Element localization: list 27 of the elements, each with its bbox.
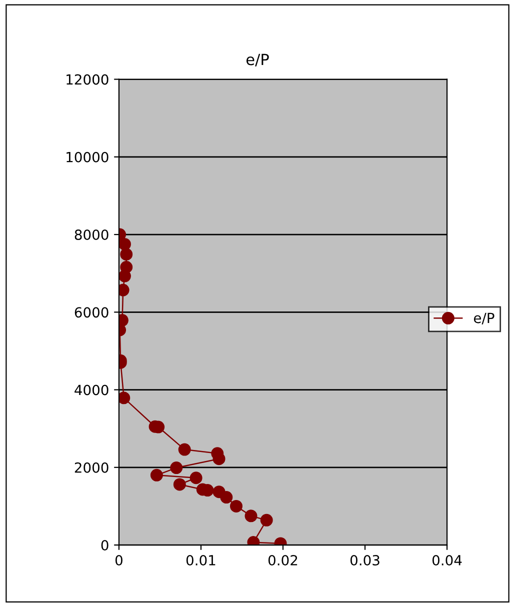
point <box>173 478 186 491</box>
y-tick-label: 10000 <box>66 152 108 162</box>
y-tick-label: 0 <box>101 540 108 550</box>
x-tick-label: 0.04 <box>432 554 462 566</box>
y-tick-label: 6000 <box>74 307 108 318</box>
y-tick-label: 12000 <box>66 74 108 85</box>
y-tick-label: 4000 <box>74 384 108 396</box>
chart-title: e/P <box>246 54 269 66</box>
x-tick-label: 0.01 <box>186 554 216 566</box>
point <box>170 462 183 474</box>
point <box>118 238 131 250</box>
point <box>118 270 131 282</box>
point <box>230 500 242 512</box>
y-tick-label: 8000 <box>74 229 108 240</box>
x-tick-label: 0.03 <box>350 554 380 566</box>
x-tick-label: 0 <box>115 554 122 566</box>
point <box>120 248 133 261</box>
x-tick-label: 0.02 <box>268 554 298 566</box>
y-tick-label: 2000 <box>74 462 108 473</box>
point <box>220 491 233 504</box>
point <box>190 472 202 484</box>
point <box>150 468 163 482</box>
point <box>178 443 191 456</box>
point <box>260 514 273 526</box>
point <box>118 392 130 404</box>
legend-label: e/P <box>474 312 494 324</box>
point <box>244 510 258 522</box>
